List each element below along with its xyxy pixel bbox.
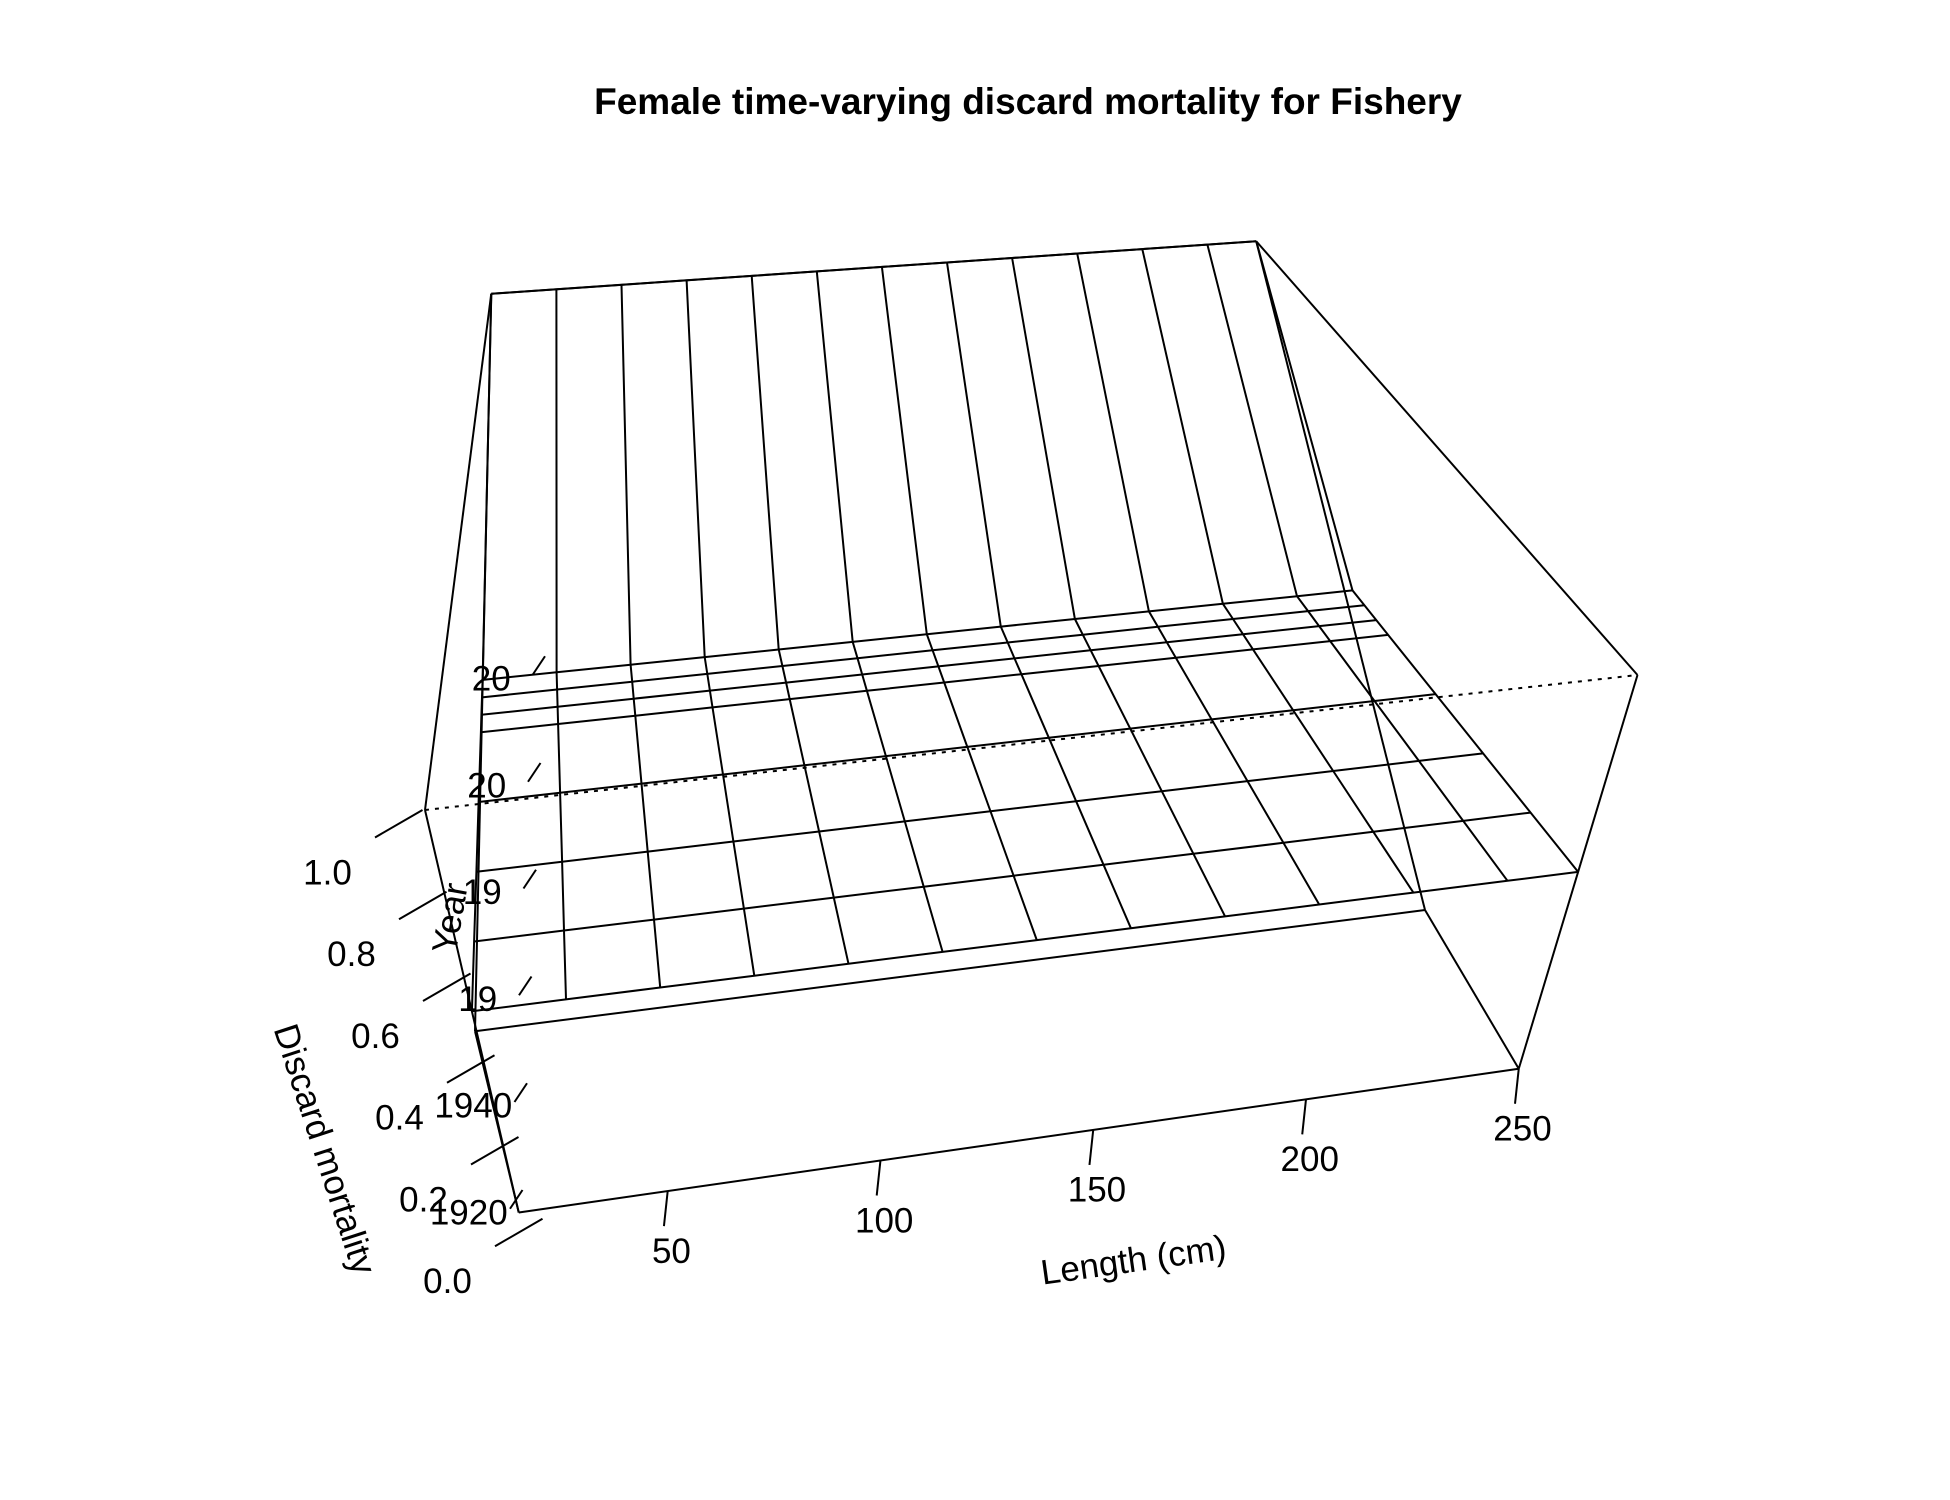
surface-column bbox=[1011, 257, 1226, 917]
z-tick-label: 0.2 bbox=[399, 1180, 448, 1219]
surface-column bbox=[946, 262, 1132, 929]
x-tick-label: 150 bbox=[1068, 1171, 1126, 1210]
x-tick-label: 250 bbox=[1493, 1110, 1551, 1149]
surface-column bbox=[620, 284, 662, 988]
y-tick-label: 1940 bbox=[434, 1087, 512, 1126]
z-tick bbox=[398, 890, 448, 921]
z-tick bbox=[446, 1054, 496, 1084]
x-tick bbox=[662, 1190, 669, 1227]
box-edge-hidden bbox=[424, 674, 1638, 811]
box-edge bbox=[1255, 241, 1426, 911]
y-tick bbox=[527, 762, 542, 783]
box-edge bbox=[1255, 240, 1639, 676]
x-tick bbox=[1301, 1099, 1307, 1135]
x-tick bbox=[1088, 1129, 1095, 1166]
z-tick-label: 0.0 bbox=[423, 1262, 472, 1301]
y-tick-label: 19 bbox=[458, 980, 497, 1019]
y-tick-label: 19 bbox=[463, 873, 502, 912]
y-tick bbox=[522, 869, 537, 890]
surface-column bbox=[880, 266, 1038, 941]
surface-column bbox=[815, 271, 944, 953]
surface-column bbox=[685, 280, 756, 976]
surface-column bbox=[555, 289, 567, 1000]
x-tick bbox=[875, 1160, 882, 1196]
surface-column bbox=[470, 293, 493, 1012]
z-tick bbox=[422, 972, 472, 1002]
y-tick-label: 20 bbox=[472, 660, 511, 699]
x-tick-label: 50 bbox=[652, 1232, 691, 1271]
z-tick-label: 0.6 bbox=[351, 1017, 400, 1056]
surface-column bbox=[1255, 241, 1579, 873]
y-tick-label: 20 bbox=[467, 766, 506, 805]
z-tick bbox=[494, 1217, 544, 1248]
y-tick-label: 1920 bbox=[430, 1193, 508, 1232]
surface-column bbox=[1141, 248, 1415, 894]
surface-column bbox=[750, 275, 850, 965]
chart-title: Female time-varying discard mortality fo… bbox=[594, 81, 1462, 122]
box-edge bbox=[424, 293, 493, 811]
x-tick-label: 100 bbox=[855, 1201, 913, 1240]
box-edge bbox=[518, 1067, 1519, 1214]
y-tick bbox=[509, 1189, 524, 1210]
x-tick bbox=[1514, 1068, 1520, 1104]
surface-column bbox=[1206, 244, 1509, 882]
box-edge bbox=[1424, 909, 1520, 1070]
z-tick-label: 0.4 bbox=[375, 1099, 424, 1138]
box-edge bbox=[474, 909, 1426, 1033]
x-tick-label: 200 bbox=[1281, 1140, 1339, 1179]
z-tick-label: 1.0 bbox=[303, 853, 352, 892]
y-tick bbox=[513, 1082, 528, 1103]
y-tick bbox=[531, 655, 546, 676]
z-tick-label: 0.8 bbox=[327, 935, 376, 974]
y-tick bbox=[518, 975, 533, 996]
z-tick bbox=[470, 1136, 520, 1166]
z-tick bbox=[374, 809, 424, 839]
surface-column bbox=[1076, 253, 1321, 906]
